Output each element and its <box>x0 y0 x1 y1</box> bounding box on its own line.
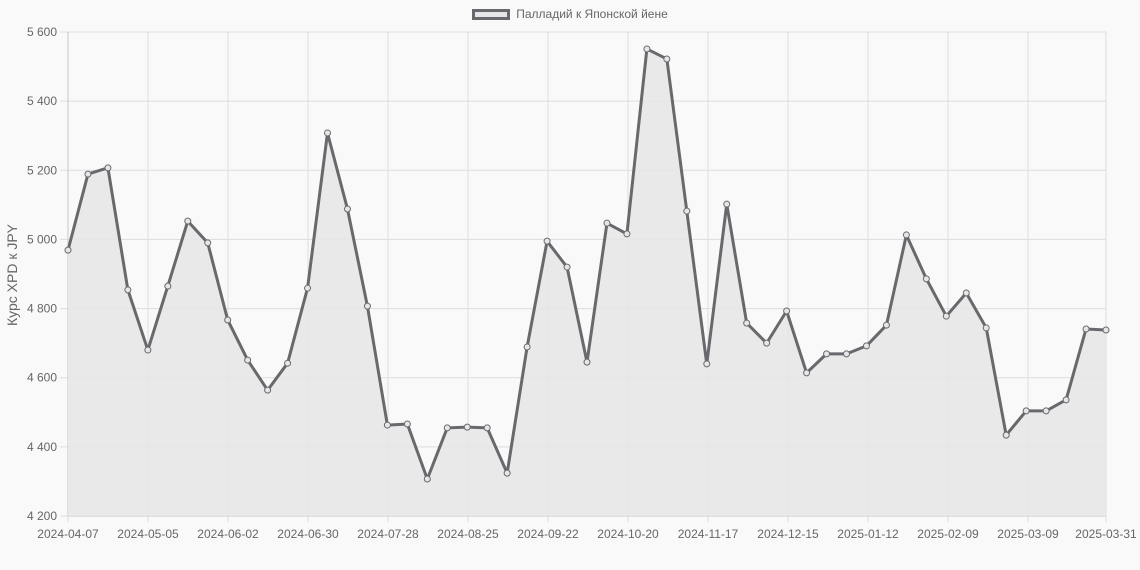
data-point <box>623 230 631 238</box>
data-point <box>1082 325 1090 333</box>
x-tick-label: 2024-11-17 <box>678 527 739 541</box>
data-point <box>683 207 691 215</box>
data-point <box>763 339 771 347</box>
data-point <box>882 321 890 329</box>
x-tick-label: 2025-02-09 <box>917 527 979 541</box>
data-point <box>84 170 92 178</box>
data-point <box>803 369 811 377</box>
data-point <box>304 284 312 292</box>
data-point <box>942 312 950 320</box>
data-point <box>663 55 671 63</box>
legend[interactable]: Палладий к Японской йене <box>0 7 1140 21</box>
data-point <box>643 45 651 53</box>
data-point <box>204 239 212 247</box>
data-point <box>124 286 132 294</box>
data-point <box>403 420 411 428</box>
x-tick-label: 2024-12-15 <box>757 527 819 541</box>
legend-swatch-icon <box>472 8 511 20</box>
data-point <box>383 421 391 429</box>
x-tick-label: 2024-06-30 <box>277 527 339 541</box>
data-point <box>144 346 152 354</box>
data-point <box>64 246 72 254</box>
y-tick-label: 4 600 <box>27 371 57 385</box>
data-point <box>823 350 831 358</box>
data-point <box>443 424 451 432</box>
data-point <box>343 205 351 213</box>
data-point <box>104 164 112 172</box>
x-tick-label: 2024-07-28 <box>357 527 419 541</box>
x-tick-label: 2024-05-05 <box>117 527 179 541</box>
x-tick-label: 2024-09-22 <box>517 527 579 541</box>
data-point <box>463 423 471 431</box>
data-point <box>1102 326 1110 334</box>
data-point <box>862 342 870 350</box>
data-point <box>723 200 731 208</box>
data-point <box>523 343 531 351</box>
data-point <box>902 231 910 239</box>
data-point <box>743 319 751 327</box>
x-tick-label: 2024-10-20 <box>597 527 659 541</box>
data-point <box>1022 407 1030 415</box>
y-tick-label: 5 600 <box>27 25 57 39</box>
x-tick-label: 2024-04-07 <box>37 527 99 541</box>
x-tick-label: 2025-01-12 <box>837 527 899 541</box>
y-tick-label: 5 400 <box>27 94 57 108</box>
data-point <box>603 219 611 227</box>
data-point <box>224 316 232 324</box>
y-tick-label: 4 800 <box>27 302 57 316</box>
legend-label: Палладий к Японской йене <box>516 7 668 21</box>
x-tick-label: 2024-06-02 <box>197 527 259 541</box>
data-point <box>184 217 192 225</box>
y-tick-label: 5 200 <box>27 163 57 177</box>
data-point <box>982 324 990 332</box>
area-fill <box>68 48 1106 516</box>
x-tick-label: 2025-03-31 <box>1075 527 1137 541</box>
data-point <box>703 360 711 368</box>
data-point <box>324 129 331 137</box>
data-point <box>164 282 172 290</box>
data-point <box>563 263 571 271</box>
data-point <box>483 424 491 432</box>
data-point <box>1002 431 1010 439</box>
y-tick-label: 4 400 <box>27 440 57 454</box>
x-tick-label: 2025-03-09 <box>997 527 1059 541</box>
data-point <box>843 350 850 358</box>
data-point <box>962 289 970 297</box>
data-point <box>583 358 591 366</box>
data-point <box>363 302 371 310</box>
y-tick-label: 4 200 <box>27 509 57 523</box>
data-point <box>423 475 431 483</box>
data-point <box>1042 407 1050 415</box>
x-tick-label: 2024-08-25 <box>437 527 499 541</box>
data-point <box>284 359 292 367</box>
data-point <box>503 469 511 477</box>
data-point <box>264 386 272 394</box>
data-point <box>922 275 930 283</box>
y-tick-label: 5 000 <box>27 232 57 246</box>
data-point <box>783 307 791 315</box>
data-point <box>1062 396 1070 404</box>
data-point <box>244 356 252 364</box>
data-point <box>543 237 551 245</box>
